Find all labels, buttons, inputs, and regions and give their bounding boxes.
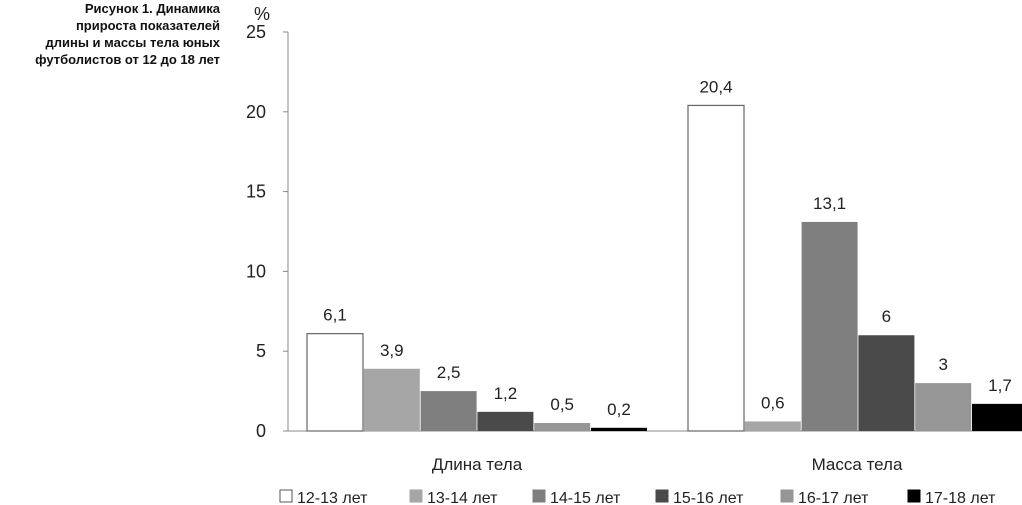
y-tick-label: 5 (256, 341, 266, 361)
bar (420, 391, 477, 431)
legend-label: 17-18 лет (925, 490, 996, 505)
figure-caption: Рисунок 1. Динамика прироста показателей… (0, 0, 220, 68)
data-label: 6 (882, 307, 891, 326)
legend-label: 15-16 лет (673, 490, 744, 505)
data-label: 0,5 (550, 395, 574, 414)
legend-swatch (409, 489, 423, 503)
data-label: 13,1 (813, 194, 846, 213)
legend-label: 16-17 лет (798, 490, 869, 505)
bar (915, 383, 972, 431)
y-tick-label: 20 (246, 102, 266, 122)
data-label: 2,5 (437, 363, 461, 382)
data-label: 0,6 (761, 393, 785, 412)
y-unit-label: % (254, 4, 270, 24)
data-label: 6,1 (323, 306, 347, 325)
data-label: 1,7 (988, 376, 1012, 395)
bar (858, 335, 915, 431)
category-label: Масса тела (812, 455, 903, 474)
caption-line: футболистов от 12 до 18 лет (35, 52, 220, 67)
data-label: 1,2 (494, 384, 518, 403)
y-tick-label: 25 (246, 22, 266, 42)
bar (972, 403, 1022, 431)
legend-swatch (532, 489, 546, 503)
bar (687, 104, 745, 432)
bar (591, 427, 647, 431)
data-label: 3 (938, 355, 947, 374)
bar (363, 368, 420, 431)
legend-label: 13-14 лет (427, 490, 498, 505)
bar (477, 411, 534, 431)
data-label: 3,9 (380, 341, 404, 360)
bar (534, 423, 591, 431)
legend-label: 12-13 лет (297, 490, 368, 505)
legend-swatch (655, 489, 669, 503)
legend-label: 14-15 лет (550, 490, 621, 505)
bar (801, 221, 858, 431)
data-label: 0,2 (607, 400, 631, 419)
y-tick-label: 0 (256, 421, 266, 441)
caption-line: прироста показателей (75, 18, 220, 33)
data-label: 20,4 (699, 77, 732, 96)
y-tick-label: 10 (246, 261, 266, 281)
bar (306, 333, 364, 432)
caption-line: Рисунок 1. Динамика (84, 1, 220, 16)
legend-swatch (279, 489, 293, 503)
category-label: Длина тела (432, 455, 523, 474)
caption-line: длины и массы тела юных (45, 35, 220, 50)
bar (744, 421, 801, 431)
legend-swatch (907, 489, 921, 503)
legend-swatch (780, 489, 794, 503)
y-tick-label: 15 (246, 182, 266, 202)
